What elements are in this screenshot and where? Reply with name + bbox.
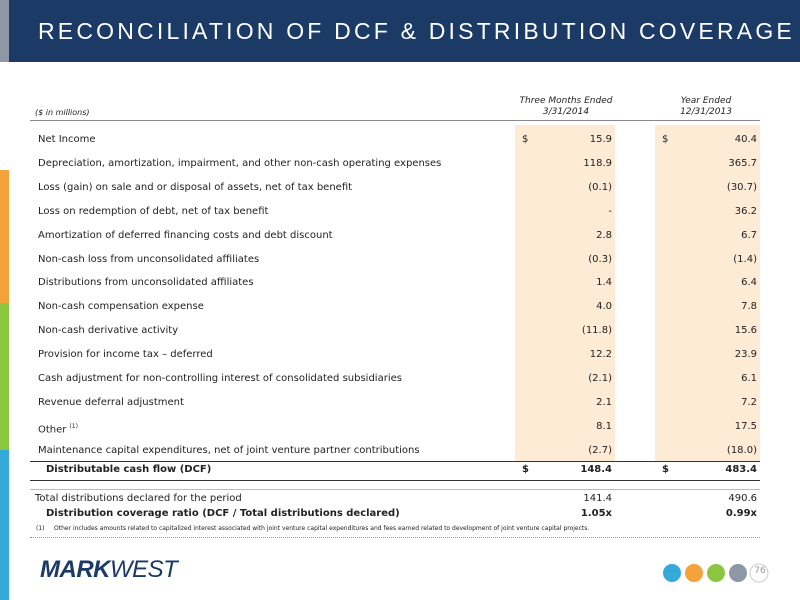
cell-value: (2.1) — [588, 373, 612, 384]
row-label: Distribution coverage ratio (DCF / Total… — [46, 508, 400, 519]
cell-value: 15.9 — [589, 134, 612, 145]
icon[interactable] — [685, 564, 703, 582]
row-label: Distributable cash flow (DCF) — [46, 464, 212, 475]
currency-sign: $ — [522, 134, 529, 145]
currency-sign: $ — [662, 464, 669, 475]
row-label: Provision for income tax – deferred — [38, 349, 213, 361]
row-label: Non-cash loss from unconsolidated affili… — [38, 253, 260, 265]
slide-title: RECONCILIATION OF DCF & DISTRIBUTION COV… — [38, 18, 795, 44]
cell-value: 7.2 — [741, 396, 757, 408]
cell-value: 23.9 — [734, 349, 757, 361]
cell-value: (0.1) — [588, 181, 612, 193]
cell-value: 40.4 — [734, 134, 757, 145]
column-shade — [515, 125, 615, 462]
subtotal-rule — [30, 489, 760, 490]
row-label: Non-cash derivative activity — [38, 325, 179, 337]
cell-value: 6.7 — [741, 229, 757, 241]
row-label: Distributions from unconsolidated affili… — [38, 277, 254, 289]
row-label: Loss (gain) on sale and or disposal of a… — [38, 181, 353, 193]
cell-value: 6.1 — [741, 373, 757, 384]
logo-bold: MARK — [40, 556, 111, 583]
cell-value: 483.4 — [725, 464, 757, 475]
accent-strip — [0, 450, 9, 600]
cell-value: 7.8 — [741, 301, 757, 313]
row-label: Cash adjustment for non-controlling inte… — [38, 373, 402, 384]
header-band — [0, 0, 800, 62]
cell-value: (2.7) — [588, 444, 612, 456]
note-marker: (1) — [69, 422, 78, 430]
cell-value: (0.3) — [588, 253, 612, 265]
currency-sign: $ — [522, 464, 529, 475]
page-badge — [749, 563, 769, 583]
logo: MARKWEST — [40, 556, 178, 584]
dotted-rule — [30, 537, 760, 538]
page-number: 76 — [754, 566, 766, 576]
column-shade — [655, 125, 760, 462]
cell-value: - — [608, 205, 612, 217]
row-label: Other (1) — [38, 422, 78, 436]
cell-value: 2.8 — [596, 229, 612, 241]
row-label: Non-cash compensation expense — [38, 301, 204, 313]
accent-strip — [0, 170, 9, 303]
accent-strip — [0, 0, 9, 62]
row-label: Amortization of deferred financing costs… — [38, 229, 333, 241]
accent-strip — [0, 303, 9, 450]
footnote-marker: (1) — [36, 525, 45, 532]
column-header: 12/31/2013 — [680, 107, 732, 117]
cell-value: 36.2 — [734, 205, 757, 217]
column-header: 3/31/2014 — [542, 107, 590, 117]
column-header: Year Ended — [680, 96, 732, 106]
cell-value: 141.4 — [583, 493, 612, 504]
cell-value: 1.4 — [596, 277, 612, 289]
cell-value: 15.6 — [734, 325, 757, 337]
cell-value: 2.1 — [596, 396, 612, 408]
header-rule — [30, 120, 760, 121]
cell-value: (1.4) — [733, 253, 757, 265]
currency-sign: $ — [662, 134, 669, 145]
cell-value: 0.99x — [725, 508, 757, 519]
cell-value: 17.5 — [734, 420, 757, 432]
cell-value: 8.1 — [596, 420, 612, 432]
cell-value: 490.6 — [728, 493, 757, 504]
cell-value: 148.4 — [580, 464, 612, 475]
row-label: Revenue deferral adjustment — [38, 396, 184, 408]
row-label: Net Income — [38, 134, 96, 145]
cell-value: (30.7) — [726, 181, 757, 193]
logo-rest: WEST — [110, 556, 178, 583]
icon[interactable] — [663, 564, 681, 582]
footnote-text: Other includes amounts related to capita… — [54, 525, 590, 532]
icon[interactable] — [707, 564, 725, 582]
cell-value: 6.4 — [741, 277, 757, 289]
subtotal-rule — [30, 480, 760, 481]
cell-value: 118.9 — [583, 157, 612, 169]
cell-value: (18.0) — [726, 444, 757, 456]
row-label: Total distributions declared for the per… — [35, 493, 242, 504]
row-label: Loss on redemption of debt, net of tax b… — [38, 205, 269, 217]
unit-label: ($ in millions) — [35, 108, 90, 117]
subtotal-rule — [30, 461, 760, 462]
row-label: Depreciation, amortization, impairment, … — [38, 157, 442, 169]
social-icons — [663, 563, 769, 583]
cell-value: 4.0 — [596, 301, 612, 313]
cell-value: 1.05x — [580, 508, 612, 519]
cell-value: (11.8) — [581, 325, 612, 337]
icon[interactable] — [729, 564, 747, 582]
column-header: Three Months Ended — [519, 96, 613, 106]
cell-value: 365.7 — [728, 157, 757, 169]
row-label: Maintenance capital expenditures, net of… — [38, 444, 420, 456]
cell-value: 12.2 — [589, 349, 612, 361]
